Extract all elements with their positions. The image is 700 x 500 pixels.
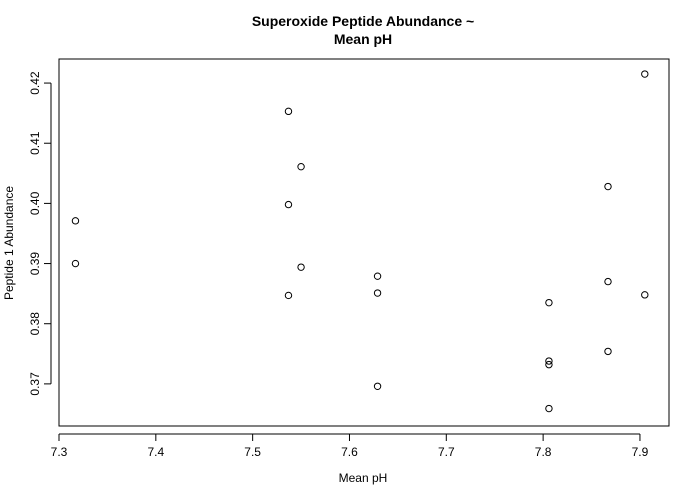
chart-title-line-2: Mean pH — [334, 31, 392, 47]
y-tick-label: 0.38 — [28, 312, 42, 336]
data-point — [545, 357, 553, 365]
x-tick-label: 7.9 — [632, 445, 649, 459]
data-point — [545, 404, 553, 413]
data-point — [373, 382, 382, 390]
y-tick-label: 0.39 — [28, 252, 42, 276]
data-point — [284, 291, 293, 300]
data-point — [373, 272, 382, 280]
data-point — [297, 162, 305, 171]
y-tick-label: 0.40 — [28, 191, 42, 215]
y-tick-label: 0.42 — [28, 71, 42, 95]
plot-frame — [58, 58, 670, 427]
data-point — [604, 277, 612, 286]
y-tick-label: 0.37 — [28, 372, 42, 396]
x-axis-label: Mean pH — [339, 471, 388, 485]
chart-title-line-1: Superoxide Peptide Abundance ~ — [252, 13, 474, 29]
data-points — [71, 70, 649, 413]
x-tick-label: 7.7 — [438, 445, 455, 459]
y-axis: 0.37 0.38 0.39 0.40 0.41 0.42 — [28, 71, 52, 396]
x-axis: 7.3 7.4 7.5 7.6 7.7 7.8 7.9 — [51, 433, 649, 459]
data-point — [284, 107, 293, 116]
data-point — [641, 291, 649, 299]
y-tick-label: 0.41 — [28, 131, 42, 155]
data-point — [71, 259, 80, 268]
data-point — [604, 182, 612, 191]
data-point — [297, 263, 305, 271]
data-point — [284, 200, 293, 209]
data-point — [641, 70, 649, 78]
data-point — [71, 217, 80, 225]
x-tick-label: 7.4 — [147, 445, 164, 459]
x-tick-label: 7.6 — [341, 445, 358, 459]
data-point — [545, 360, 553, 369]
x-tick-label: 7.5 — [244, 445, 261, 459]
data-point — [373, 289, 382, 297]
data-point — [545, 298, 553, 307]
y-axis-label: Peptide 1 Abundance — [2, 186, 16, 300]
x-tick-label: 7.8 — [535, 445, 552, 459]
data-point — [604, 347, 612, 356]
x-tick-label: 7.3 — [51, 445, 68, 459]
